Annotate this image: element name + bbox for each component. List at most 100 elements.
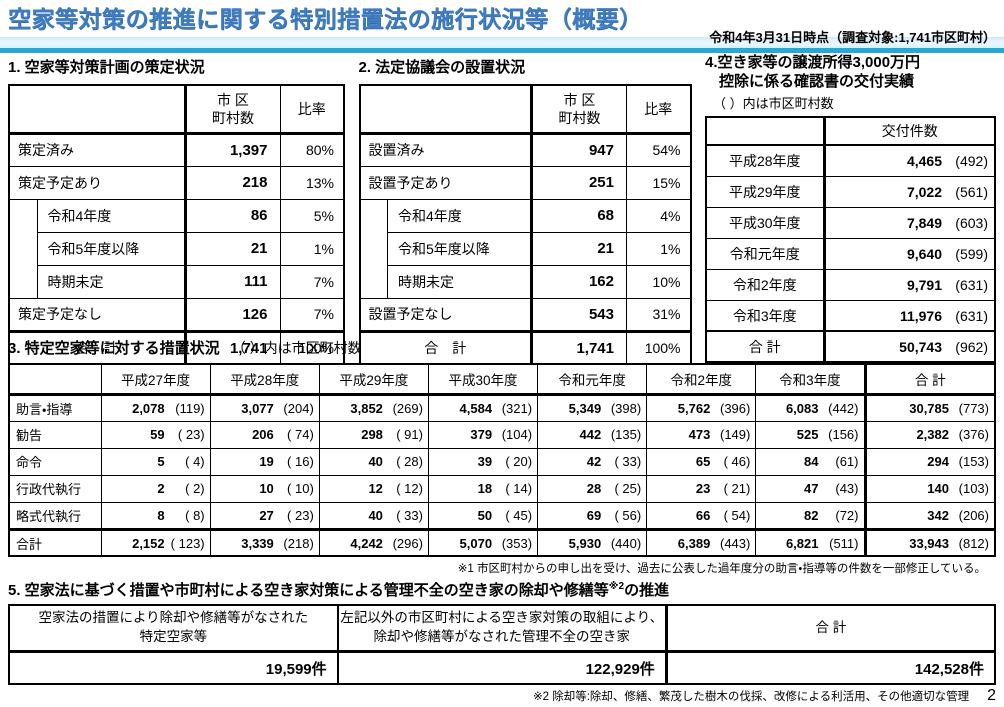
- page-footer: ※2 除却等:除却、修繕、繁茂した樹木の伐採、改修による利活用、その他適切な管理…: [0, 685, 1004, 704]
- header-cell: 左記以外の市区町村による空き家対策の取組により、 除却や修繕等がなされた管理不全…: [336, 604, 668, 653]
- ratio-cell: 7%: [279, 297, 345, 332]
- header-row: 市 区 町村数 比率: [8, 84, 345, 135]
- header-cell-empty: [359, 84, 532, 135]
- value-cell: 5,070 (353): [427, 527, 539, 557]
- value-cell: 206 ( 74): [209, 420, 320, 449]
- value-cell: 40 ( 28): [318, 447, 429, 476]
- value-number: 82: [804, 507, 819, 523]
- value-number: 9,640: [906, 245, 942, 262]
- count-cell: 947: [530, 132, 627, 167]
- value-cell: 66 ( 54): [646, 501, 757, 530]
- value-cell: 69 ( 56): [537, 501, 648, 530]
- ratio-cell: 100%: [626, 329, 691, 365]
- footnote-1: ※1 市区町村からの申し出を受け、過去に公表した過年度分の助言・指導等の件数を一…: [457, 563, 986, 576]
- value-number: 140: [927, 481, 949, 497]
- row-label-cell: 命令: [8, 447, 102, 476]
- table-row: 合計 2,152 ( 123) 3,339 (218) 4,242 (296) 5,07…: [8, 527, 996, 557]
- row-label-cell: 合計: [8, 527, 102, 557]
- value-paren: ( 21): [720, 481, 751, 497]
- value-number: 5,349: [568, 400, 602, 416]
- value-cell: 5,762 (396): [646, 393, 757, 422]
- value-number: 6,083: [785, 400, 819, 416]
- header-cell-ratio: 比率: [626, 84, 691, 135]
- ratio-cell: 1%: [279, 231, 345, 266]
- value-paren: (269): [388, 400, 423, 416]
- footnote-2: ※2 除却等:除却、修繕、繁茂した樹木の伐採、改修による利活用、その他適切な管理: [533, 691, 970, 704]
- page-header: 空家等対策の推進に関する特別措置法の施行状況等（概要） 令和4年3月31日時点（…: [0, 0, 1004, 54]
- value-cell: 50,743 (962): [822, 330, 996, 363]
- row-label-cell: 令和元年度: [705, 237, 825, 270]
- value-number: 5,930: [568, 535, 602, 551]
- section5-title-sup: ※2: [608, 581, 625, 593]
- value-number: 473: [688, 427, 711, 443]
- value-cell: 65 ( 46): [646, 447, 757, 476]
- count-cell: 218: [183, 165, 281, 200]
- value-paren: ( 74): [283, 427, 314, 443]
- value-paren: ( 25): [610, 481, 642, 497]
- removal-repair-table: 空家法の措置により除却や修繕等がなされた 特定空家等 左記以外の市区町村による空き…: [8, 604, 996, 686]
- value-number: 84: [804, 454, 819, 470]
- value-cell: 5 ( 4): [100, 447, 211, 476]
- value-paren: ( 123): [167, 535, 205, 551]
- row-label-cell: 合 計: [359, 329, 532, 365]
- value-number: 40: [368, 454, 383, 470]
- count-cell: 126: [183, 297, 281, 332]
- ratio-cell: 80%: [279, 132, 345, 167]
- count-cell: 1,741: [530, 329, 627, 365]
- value-paren: (599): [951, 245, 988, 262]
- value-paren: (376): [955, 427, 989, 443]
- section-measures: 平成27年度 平成28年度 平成29年度 平成30年度 令和元年度 令和2年度 令和3年度合…: [0, 363, 1004, 576]
- value-paren: ( 46): [720, 454, 751, 470]
- section-measures-header: 3. 特定空家等に対する措置状況 （ ）内は市区町村数: [8, 337, 1004, 358]
- table-row: 令和2年度 9,791 (631): [705, 268, 996, 301]
- header-cell: 令和元年度: [537, 363, 648, 396]
- table-row: 令和5年度以降 21 1%: [360, 231, 691, 266]
- value-cell: 142,528件: [664, 650, 996, 686]
- row-label-cell: 策定予定あり: [8, 165, 186, 200]
- value-number: 294: [927, 454, 949, 470]
- value-number: 9,791: [906, 276, 942, 293]
- header-cell: 合 計: [664, 604, 996, 653]
- value-paren: (321): [498, 400, 533, 416]
- value-number: 5: [157, 454, 165, 470]
- header-cell-count: 市 区 町村数: [183, 84, 281, 135]
- value-paren: ( 14): [501, 481, 533, 497]
- value-cell: 4,242 (296): [318, 527, 429, 557]
- section3-title: 3. 特定空家等に対する措置状況: [8, 340, 220, 358]
- value-paren: (153): [955, 454, 989, 470]
- value-number: 3,852: [350, 400, 383, 416]
- count-cell: 21: [530, 231, 627, 266]
- value-number: 59: [150, 427, 165, 443]
- page-number: 2: [987, 687, 996, 705]
- value-number: 6,821: [785, 535, 819, 551]
- row-label-cell: 設置済み: [359, 132, 532, 167]
- table-row: 合 計 1,741 100%: [8, 329, 345, 365]
- table-row: 合 計 50,743 (962): [705, 330, 996, 363]
- value-paren: (218): [279, 535, 314, 551]
- value-number: 39: [477, 454, 493, 470]
- section-removal-repair: 空家法の措置により除却や修繕等がなされた 特定空家等 左記以外の市区町村による空き…: [0, 604, 1004, 686]
- value-cell: 8 ( 8): [100, 501, 211, 530]
- value-number: 5,762: [677, 400, 711, 416]
- value-paren: (773): [955, 400, 989, 416]
- table-row: 策定予定あり 218 13%: [8, 165, 345, 200]
- value-cell: 2,078 (119): [100, 393, 211, 422]
- ratio-cell: 10%: [626, 264, 691, 299]
- value-paren: ( 10): [283, 481, 314, 497]
- ratio-cell: 31%: [626, 297, 691, 332]
- header-cell-ratio: 比率: [279, 84, 345, 135]
- value-paren: (353): [498, 535, 533, 551]
- value-number: 3,339: [241, 535, 274, 551]
- value-paren: ( 91): [392, 427, 423, 443]
- value-paren: (511): [825, 535, 859, 551]
- header-cell-empty: [8, 363, 102, 396]
- value-cell: 122,929件: [336, 650, 668, 686]
- indent-strip: [8, 198, 38, 299]
- row-label-cell: 略式代執行: [8, 501, 102, 530]
- value-paren: (440): [607, 535, 642, 551]
- section-council-status: 2. 法定協議会の設置状況 市 区 町村数 比率 設置済み 947 54% 設置予定あり 2…: [358, 53, 692, 366]
- value-paren: (812): [955, 535, 989, 551]
- value-paren: ( 54): [720, 507, 751, 523]
- value-paren: ( 45): [501, 507, 533, 523]
- value-paren: ( 8): [181, 507, 205, 523]
